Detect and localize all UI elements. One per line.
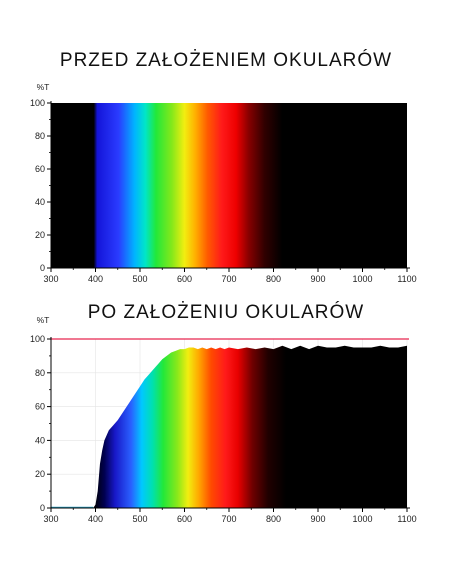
y-tick-label: 100 [30,334,45,344]
x-tick-label: 600 [177,274,192,284]
x-tick-label: 900 [310,274,325,284]
x-tick-label: 500 [132,274,147,284]
x-tick-label: 800 [266,274,281,284]
y-tick-label: 40 [35,435,45,445]
y-tick-label: 60 [35,402,45,412]
y-tick-label: 0 [40,503,45,513]
x-tick-label: 300 [43,274,58,284]
y-tick-label: 20 [35,469,45,479]
x-tick-label: 1000 [352,514,372,524]
x-tick-label: 700 [221,514,236,524]
chart-2-title: PO ZAŁOŻENIU OKULARÓW [87,302,365,323]
x-tick-label: 500 [132,514,147,524]
x-tick-label: 600 [177,514,192,524]
x-tick-label: 800 [266,514,281,524]
x-tick-label: 700 [221,274,236,284]
x-tick-label: 300 [43,514,58,524]
chart-1-title: PRZED ZAŁOŻENIEM OKULARÓW [59,50,393,71]
x-tick-label: 1100 [397,274,416,284]
y-tick-label: 80 [35,368,45,378]
y-tick-label: 40 [35,197,45,207]
y-tick-label: 100 [30,98,45,108]
x-tick-label: 1100 [397,514,416,524]
y-tick-label: 20 [35,230,45,240]
x-tick-label: 900 [310,514,325,524]
y-tick-label: 60 [35,164,45,174]
x-tick-label: 400 [88,274,103,284]
y-axis-label: %T [37,315,50,325]
transmission-area [51,103,407,268]
transmission-area [51,345,407,508]
y-tick-label: 0 [40,263,45,273]
y-tick-label: 80 [35,131,45,141]
x-tick-label: 1000 [352,274,372,284]
x-tick-label: 400 [88,514,103,524]
y-axis-label: %T [37,82,50,92]
